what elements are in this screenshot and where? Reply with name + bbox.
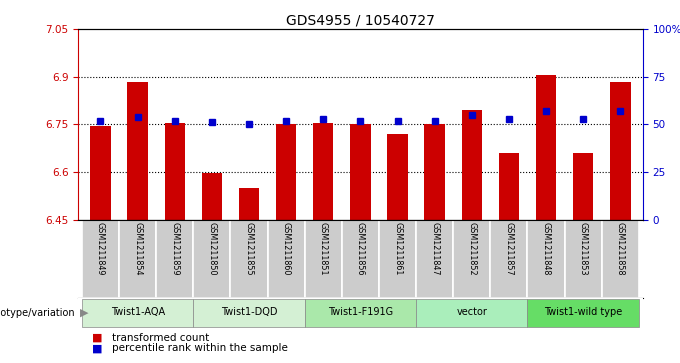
Bar [528,220,564,298]
Bar [193,299,305,327]
Bar [610,82,630,220]
Text: GSM1211851: GSM1211851 [319,222,328,276]
Text: GSM1211857: GSM1211857 [505,222,513,276]
Bar [231,220,267,298]
Text: GSM1211847: GSM1211847 [430,222,439,276]
Bar [490,220,528,298]
Text: ■: ■ [92,343,102,354]
Bar [119,220,156,298]
Bar [424,124,445,220]
Text: genotype/variation: genotype/variation [0,308,75,318]
Text: GSM1211859: GSM1211859 [170,222,180,276]
Text: percentile rank within the sample: percentile rank within the sample [112,343,288,354]
Text: GSM1211860: GSM1211860 [282,222,290,275]
Bar [276,124,296,220]
Bar [82,299,193,327]
Text: GSM1211849: GSM1211849 [96,222,105,276]
Title: GDS4955 / 10540727: GDS4955 / 10540727 [286,14,435,28]
Text: GSM1211848: GSM1211848 [541,222,551,275]
Bar [573,153,594,220]
Bar [416,299,528,327]
Bar [156,220,193,298]
Bar [239,188,259,220]
Bar [498,153,519,220]
Bar [202,173,222,220]
Bar [305,220,342,298]
Bar [564,220,602,298]
Bar [350,124,371,220]
Text: transformed count: transformed count [112,333,209,343]
Bar [416,220,454,298]
Bar [193,220,231,298]
Bar [379,220,416,298]
Bar [165,123,185,220]
Text: GSM1211856: GSM1211856 [356,222,365,276]
Text: Twist1-wild type: Twist1-wild type [544,307,622,318]
Bar [82,220,119,298]
Text: ■: ■ [92,333,102,343]
Bar [462,110,482,220]
Bar [267,220,305,298]
Text: Twist1-DQD: Twist1-DQD [221,307,277,318]
Text: vector: vector [456,307,488,318]
Text: Twist1-F191G: Twist1-F191G [328,307,393,318]
Text: GSM1211852: GSM1211852 [467,222,476,276]
Text: GSM1211853: GSM1211853 [579,222,588,276]
Text: GSM1211858: GSM1211858 [616,222,625,276]
Text: Twist1-AQA: Twist1-AQA [111,307,165,318]
Bar [127,82,148,220]
Bar [602,220,639,298]
Bar [313,123,333,220]
Bar [454,220,490,298]
Text: GSM1211850: GSM1211850 [207,222,216,276]
Text: GSM1211861: GSM1211861 [393,222,402,275]
Text: GSM1211855: GSM1211855 [245,222,254,276]
Bar [90,126,111,220]
Bar [536,75,556,220]
Bar [342,220,379,298]
Bar [305,299,416,327]
Bar [528,299,639,327]
Text: GSM1211854: GSM1211854 [133,222,142,276]
Text: ▶: ▶ [80,308,88,318]
Bar [388,135,408,220]
